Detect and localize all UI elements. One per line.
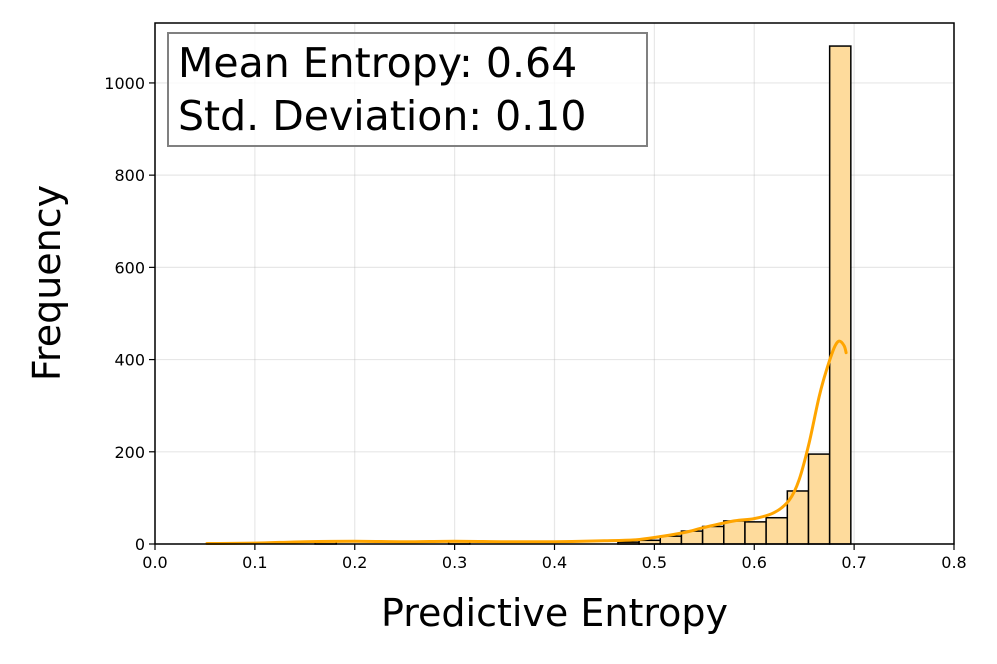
x-tick-label: 0.5	[642, 553, 667, 572]
x-tick-label: 0.1	[242, 553, 267, 572]
histogram-bar	[828, 45, 852, 545]
histogram-bar	[701, 525, 725, 545]
y-tick-label: 600	[114, 258, 145, 277]
y-axis-ticks: 0 200 400 600 800 1000	[104, 74, 155, 554]
kde-curve	[205, 339, 848, 545]
x-tick-label: 0.0	[142, 553, 167, 572]
y-tick-label: 1000	[104, 74, 145, 93]
std-deviation-text: Std. Deviation: 0.10	[178, 92, 586, 140]
stats-annotation-box	[167, 32, 648, 147]
x-tick-label: 0.3	[442, 553, 467, 572]
x-tick-label: 0.4	[542, 553, 567, 572]
y-axis-label: Frequency	[25, 185, 69, 381]
x-tick-label: 0.7	[841, 553, 866, 572]
histogram-bar	[807, 453, 831, 545]
kde-curve-group	[205, 339, 848, 545]
grid-lines	[154, 23, 955, 545]
x-axis-ticks: 0.0 0.1 0.2 0.3 0.4 0.5 0.6 0.7 0.8	[142, 544, 967, 572]
x-axis-label: Predictive Entropy	[381, 591, 728, 635]
x-tick-label: 0.8	[941, 553, 966, 572]
histogram-bar	[723, 520, 746, 545]
stats-annotation: Mean Entropy: 0.64 Std. Deviation: 0.10	[167, 32, 648, 147]
y-tick-label: 0	[135, 535, 145, 554]
y-tick-label: 800	[114, 166, 145, 185]
y-tick-label: 400	[114, 351, 145, 370]
x-tick-label: 0.2	[342, 553, 367, 572]
histogram-bar	[765, 516, 789, 545]
histogram-bar	[744, 521, 767, 545]
mean-entropy-text: Mean Entropy: 0.64	[178, 39, 577, 87]
y-tick-label: 200	[114, 443, 145, 462]
x-tick-label: 0.6	[742, 553, 767, 572]
